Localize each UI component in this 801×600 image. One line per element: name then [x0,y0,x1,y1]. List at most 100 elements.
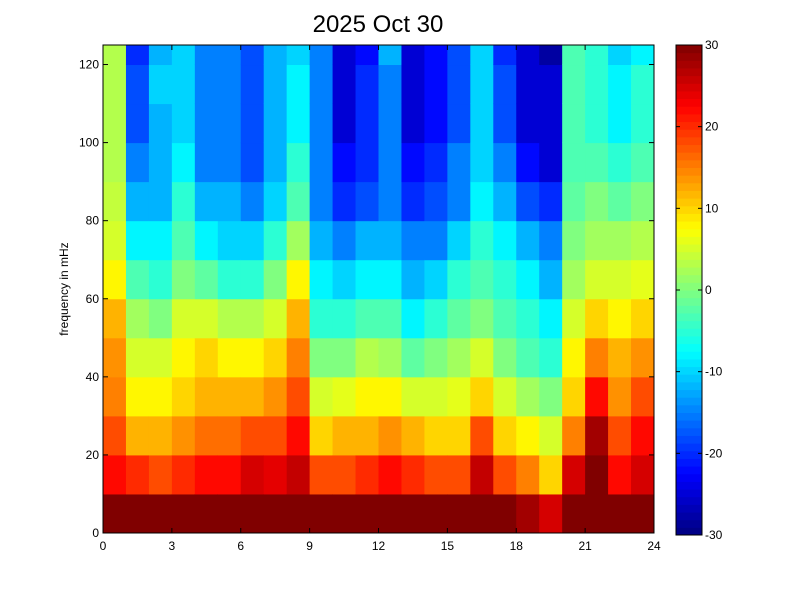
heatmap-cell [493,45,517,66]
heatmap-cell [516,181,540,222]
heatmap-cell [194,415,219,456]
heatmap-cell [286,493,311,534]
heatmap-cell [194,454,219,495]
heatmap-cell [470,181,494,222]
colorbar-swatch [676,251,702,260]
heatmap-cell [309,64,334,105]
heatmap-cell [125,220,150,261]
heatmap-cell [148,259,173,300]
heatmap-cell [355,298,379,339]
heatmap-cell [608,337,632,378]
heatmap-cell [562,337,586,378]
heatmap-cell [401,493,425,534]
heatmap-cell [608,454,632,495]
heatmap-cell [631,493,655,534]
heatmap-cell [332,298,357,339]
heatmap-cell [194,220,219,261]
heatmap-cell [447,376,471,417]
heatmap-cell [355,454,379,495]
colorbar-swatch [676,106,702,115]
heatmap-cell [286,259,311,300]
heatmap-cell [240,415,265,456]
heatmap-cell [516,64,540,105]
heatmap-cell [539,45,563,66]
heatmap-cell [539,64,563,105]
heatmap-cell [309,103,334,144]
x-tick-label: 18 [510,539,524,553]
heatmap-cell [401,259,425,300]
heatmap-cell [447,493,471,534]
x-tick-label: 12 [372,539,386,553]
heatmap-cell [447,454,471,495]
heatmap-cell [562,298,586,339]
heatmap-cell [424,220,448,261]
heatmap-cell [424,181,448,222]
colorbar-swatch [676,489,702,498]
heatmap-cell [424,337,448,378]
heatmap-cell [447,142,471,183]
heatmap-cell [608,493,632,534]
heatmap-cell [470,454,494,495]
heatmap-cell [286,103,311,144]
y-tick-label: 80 [86,214,100,228]
heatmap-cell [470,220,494,261]
heatmap-cell [125,415,150,456]
heatmap-cell [332,45,357,66]
heatmap-cell [539,259,563,300]
heatmap-cell [470,415,494,456]
colorbar-tick-label: -20 [705,446,723,460]
heatmap-cell [217,415,242,456]
colorbar-swatch [676,52,702,61]
heatmap-cell [516,142,540,183]
heatmap-cell [424,45,448,66]
heatmap-cell [309,181,334,222]
heatmap-cell [263,259,288,300]
colorbar-swatch [676,320,702,329]
colorbar-swatch [676,75,702,84]
heatmap-cell [493,298,517,339]
heatmap-cell [516,376,540,417]
heatmap-cell [539,415,563,456]
heatmap-cell [470,298,494,339]
heatmap-cell [355,64,379,105]
heatmap-cell [539,493,563,534]
heatmap-cell [217,45,242,66]
heatmap-cell [539,103,563,144]
heatmap-cell [493,64,517,105]
heatmap-cell [125,454,150,495]
heatmap-cell [286,45,311,66]
colorbar-tick-label: 0 [705,283,712,297]
colorbar-tick-label: 10 [705,201,719,215]
heatmap-cell [148,220,173,261]
heatmap-cell [194,103,219,144]
colorbar-swatch [676,129,702,138]
heatmap-cell [608,259,632,300]
heatmap-cell [516,45,540,66]
heatmap-cell [355,45,379,66]
heatmap-cell [355,181,379,222]
colorbar-swatch [676,205,702,214]
y-tick-label: 100 [79,136,99,150]
heatmap-cell [355,220,379,261]
heatmap-cell [562,45,586,66]
heatmap-cell [355,376,379,417]
heatmap-cell [217,298,242,339]
colorbar-swatch [676,45,702,54]
colorbar-swatch [676,389,702,398]
colorbar-swatch [676,228,702,237]
heatmap-cell [332,337,357,378]
x-tick-label: 24 [647,539,661,553]
heatmap-cell [585,64,609,105]
heatmap-cell [286,337,311,378]
heatmap-cell [585,415,609,456]
colorbar-swatch [676,527,702,536]
colorbar-swatch [676,397,702,406]
heatmap-cell [539,142,563,183]
heatmap-cell [516,259,540,300]
heatmap-cell [585,454,609,495]
heatmap-cell [355,337,379,378]
heatmap-cell [103,45,127,66]
colorbar-swatch [676,167,702,176]
colorbar-swatch [676,420,702,429]
